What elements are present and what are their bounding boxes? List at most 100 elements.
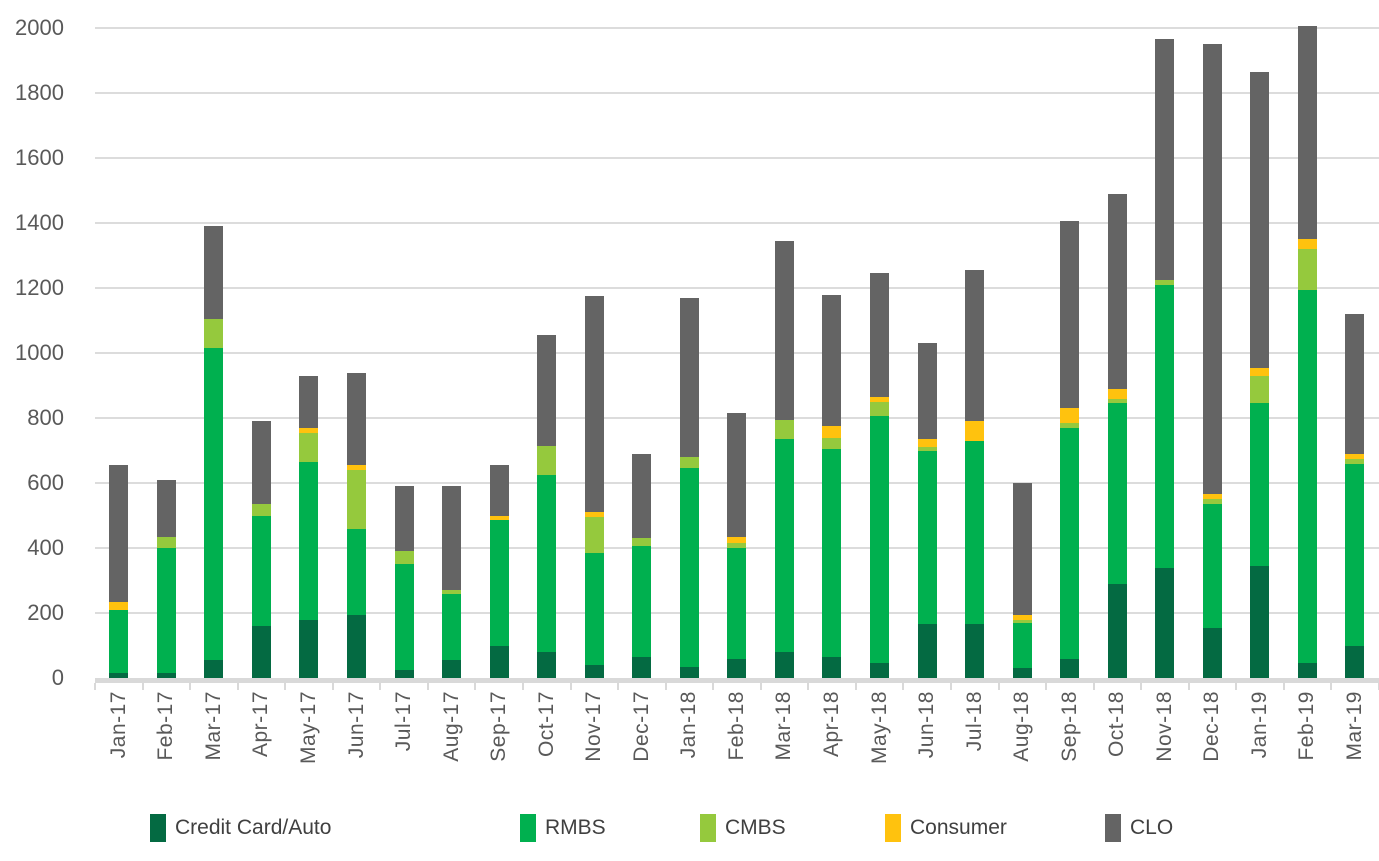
segment-rmbs-Apr-17 <box>251 515 271 626</box>
bar-Mar-19 <box>1345 314 1365 678</box>
x-axis-tick <box>1187 683 1190 690</box>
x-axis-tick <box>807 683 810 690</box>
segment-consumer-Dec-18 <box>1202 494 1222 500</box>
segment-rmbs-Jan-18 <box>679 468 699 667</box>
segment-cmbs-Jan-18 <box>679 457 699 469</box>
bar-Oct-17 <box>537 335 557 678</box>
x-axis-tick <box>189 683 192 690</box>
segment-cmbs-Dec-17 <box>632 538 652 547</box>
segment-cmbs-Oct-17 <box>537 445 557 475</box>
bar-slot-May-17 <box>285 28 333 678</box>
segment-cmbs-Jul-17 <box>394 551 414 565</box>
bar-slot-Sep-17 <box>475 28 523 678</box>
legend-label: RMBS <box>545 816 606 839</box>
x-axis-tick <box>331 683 334 690</box>
x-axis-tick <box>617 683 620 690</box>
segment-credit-card-auto-Jul-17 <box>394 669 414 678</box>
segment-clo-Dec-17 <box>632 453 652 539</box>
x-label-cell-Jan-17: Jan-17 <box>95 691 143 791</box>
x-axis-label-Feb-17: Feb-17 <box>154 691 178 761</box>
x-label-cell-Sep-18: Sep-18 <box>1046 691 1094 791</box>
segment-clo-Jun-18 <box>917 343 937 440</box>
x-axis-tick <box>474 683 477 690</box>
bar-Feb-17 <box>156 479 176 678</box>
x-axis-tick <box>1140 683 1143 690</box>
x-axis-tick <box>712 683 715 690</box>
x-axis-label-Apr-18: Apr-18 <box>819 691 843 758</box>
bar-Jul-17 <box>394 486 414 678</box>
x-axis-label-Jun-18: Jun-18 <box>915 691 939 759</box>
gridline-1200 <box>95 287 1379 289</box>
segment-credit-card-auto-Mar-17 <box>204 660 224 678</box>
y-axis-tick-label: 1600 <box>15 145 64 170</box>
bar-slot-Oct-17 <box>523 28 571 678</box>
segment-clo-Mar-17 <box>204 226 224 319</box>
bar-slot-Apr-17 <box>238 28 286 678</box>
x-axis-tick <box>94 683 96 690</box>
segment-clo-Sep-17 <box>489 465 509 516</box>
x-label-cell-Aug-18: Aug-18 <box>998 691 1046 791</box>
x-label-cell-May-18: May-18 <box>856 691 904 791</box>
x-label-cell-Mar-18: Mar-18 <box>761 691 809 791</box>
segment-cmbs-Jan-19 <box>1250 375 1270 404</box>
x-label-cell-Feb-18: Feb-18 <box>713 691 761 791</box>
segment-rmbs-Feb-19 <box>1297 289 1317 664</box>
segment-cmbs-Apr-18 <box>822 437 842 449</box>
bar-slot-Feb-19 <box>1284 26 1332 678</box>
segment-rmbs-Mar-19 <box>1345 463 1365 646</box>
legend-swatch <box>520 814 536 842</box>
y-axis-tick-label: 1400 <box>15 210 64 235</box>
bar-Jul-18 <box>965 270 985 678</box>
legend-label: Credit Card/Auto <box>175 816 332 839</box>
segment-rmbs-Mar-18 <box>774 439 794 652</box>
legend-label: CLO <box>1130 816 1174 839</box>
legend-swatch <box>150 814 166 842</box>
legend-label: CMBS <box>725 816 786 839</box>
bar-slot-Jul-17 <box>380 28 428 678</box>
x-axis-label-Jan-19: Jan-19 <box>1247 691 1271 759</box>
bar-Sep-17 <box>489 465 509 678</box>
segment-rmbs-Oct-17 <box>537 474 557 652</box>
bar-slot-Mar-19 <box>1331 28 1379 678</box>
segment-clo-Aug-17 <box>442 486 462 591</box>
segment-cmbs-Mar-18 <box>774 419 794 440</box>
bar-Aug-17 <box>442 486 462 678</box>
segment-credit-card-auto-May-17 <box>299 619 319 678</box>
x-label-cell-Jun-18: Jun-18 <box>903 691 951 791</box>
segment-cmbs-Mar-17 <box>204 318 224 349</box>
bar-Nov-17 <box>584 296 604 678</box>
gridline-1600 <box>95 157 1379 159</box>
segment-clo-Feb-18 <box>727 413 747 537</box>
segment-clo-Aug-18 <box>1012 483 1032 615</box>
segment-cmbs-Jun-18 <box>917 447 937 451</box>
y-axis-tick-label: 1200 <box>15 275 64 300</box>
segment-credit-card-auto-Mar-18 <box>774 652 794 678</box>
x-axis-tick <box>1045 683 1048 690</box>
x-label-cell-Dec-18: Dec-18 <box>1189 691 1237 791</box>
segment-clo-Feb-19 <box>1297 26 1317 240</box>
segment-consumer-Mar-19 <box>1345 453 1365 459</box>
legend-item-rmbs: RMBS <box>520 814 606 842</box>
x-label-cell-Sep-17: Sep-17 <box>475 691 523 791</box>
segment-rmbs-Sep-17 <box>489 520 509 646</box>
x-axis-label-Dec-18: Dec-18 <box>1200 691 1224 762</box>
legend-item-cmbs: CMBS <box>700 814 786 842</box>
x-axis-tick <box>1235 683 1238 690</box>
bar-May-18 <box>870 273 890 678</box>
bar-slot-Feb-18 <box>713 28 761 678</box>
segment-rmbs-Apr-18 <box>822 448 842 657</box>
segment-cmbs-Jun-17 <box>347 470 366 529</box>
bar-Oct-18 <box>1107 193 1127 678</box>
segment-credit-card-auto-Apr-17 <box>251 626 271 678</box>
x-label-cell-Oct-18: Oct-18 <box>1093 691 1141 791</box>
plot-area <box>95 26 1379 678</box>
x-axis-tick <box>1092 683 1095 690</box>
segment-clo-May-17 <box>299 375 319 428</box>
x-axis-tick <box>379 683 382 690</box>
bar-Aug-18 <box>1012 483 1032 678</box>
segment-clo-Jan-17 <box>109 465 129 602</box>
segment-credit-card-auto-May-18 <box>870 663 890 678</box>
y-axis-tick-label: 1000 <box>15 340 64 365</box>
bar-Jan-19 <box>1250 71 1270 678</box>
segment-consumer-Oct-18 <box>1107 388 1127 399</box>
